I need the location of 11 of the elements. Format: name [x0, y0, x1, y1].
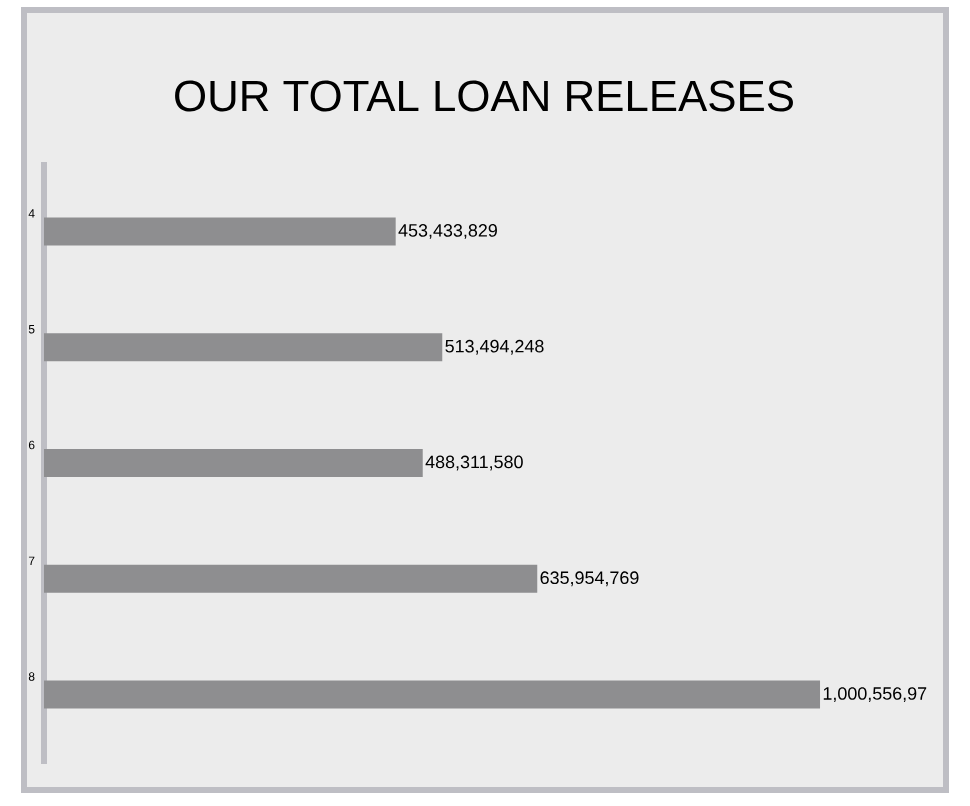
data-label: 488,311,580 [425, 455, 523, 471]
data-label: 635,954,769 [540, 571, 639, 587]
bar [44, 680, 821, 709]
data-label: 1,000,556,97 [823, 687, 927, 702]
data-label: 453,433,829 [398, 224, 497, 239]
bar [44, 333, 443, 362]
bar [44, 449, 423, 478]
bar [44, 217, 396, 246]
chart-title: OUR TOTAL LOAN RELEASES [175, 80, 793, 112]
data-label: 513,494,248 [445, 339, 544, 355]
bar [44, 564, 538, 593]
